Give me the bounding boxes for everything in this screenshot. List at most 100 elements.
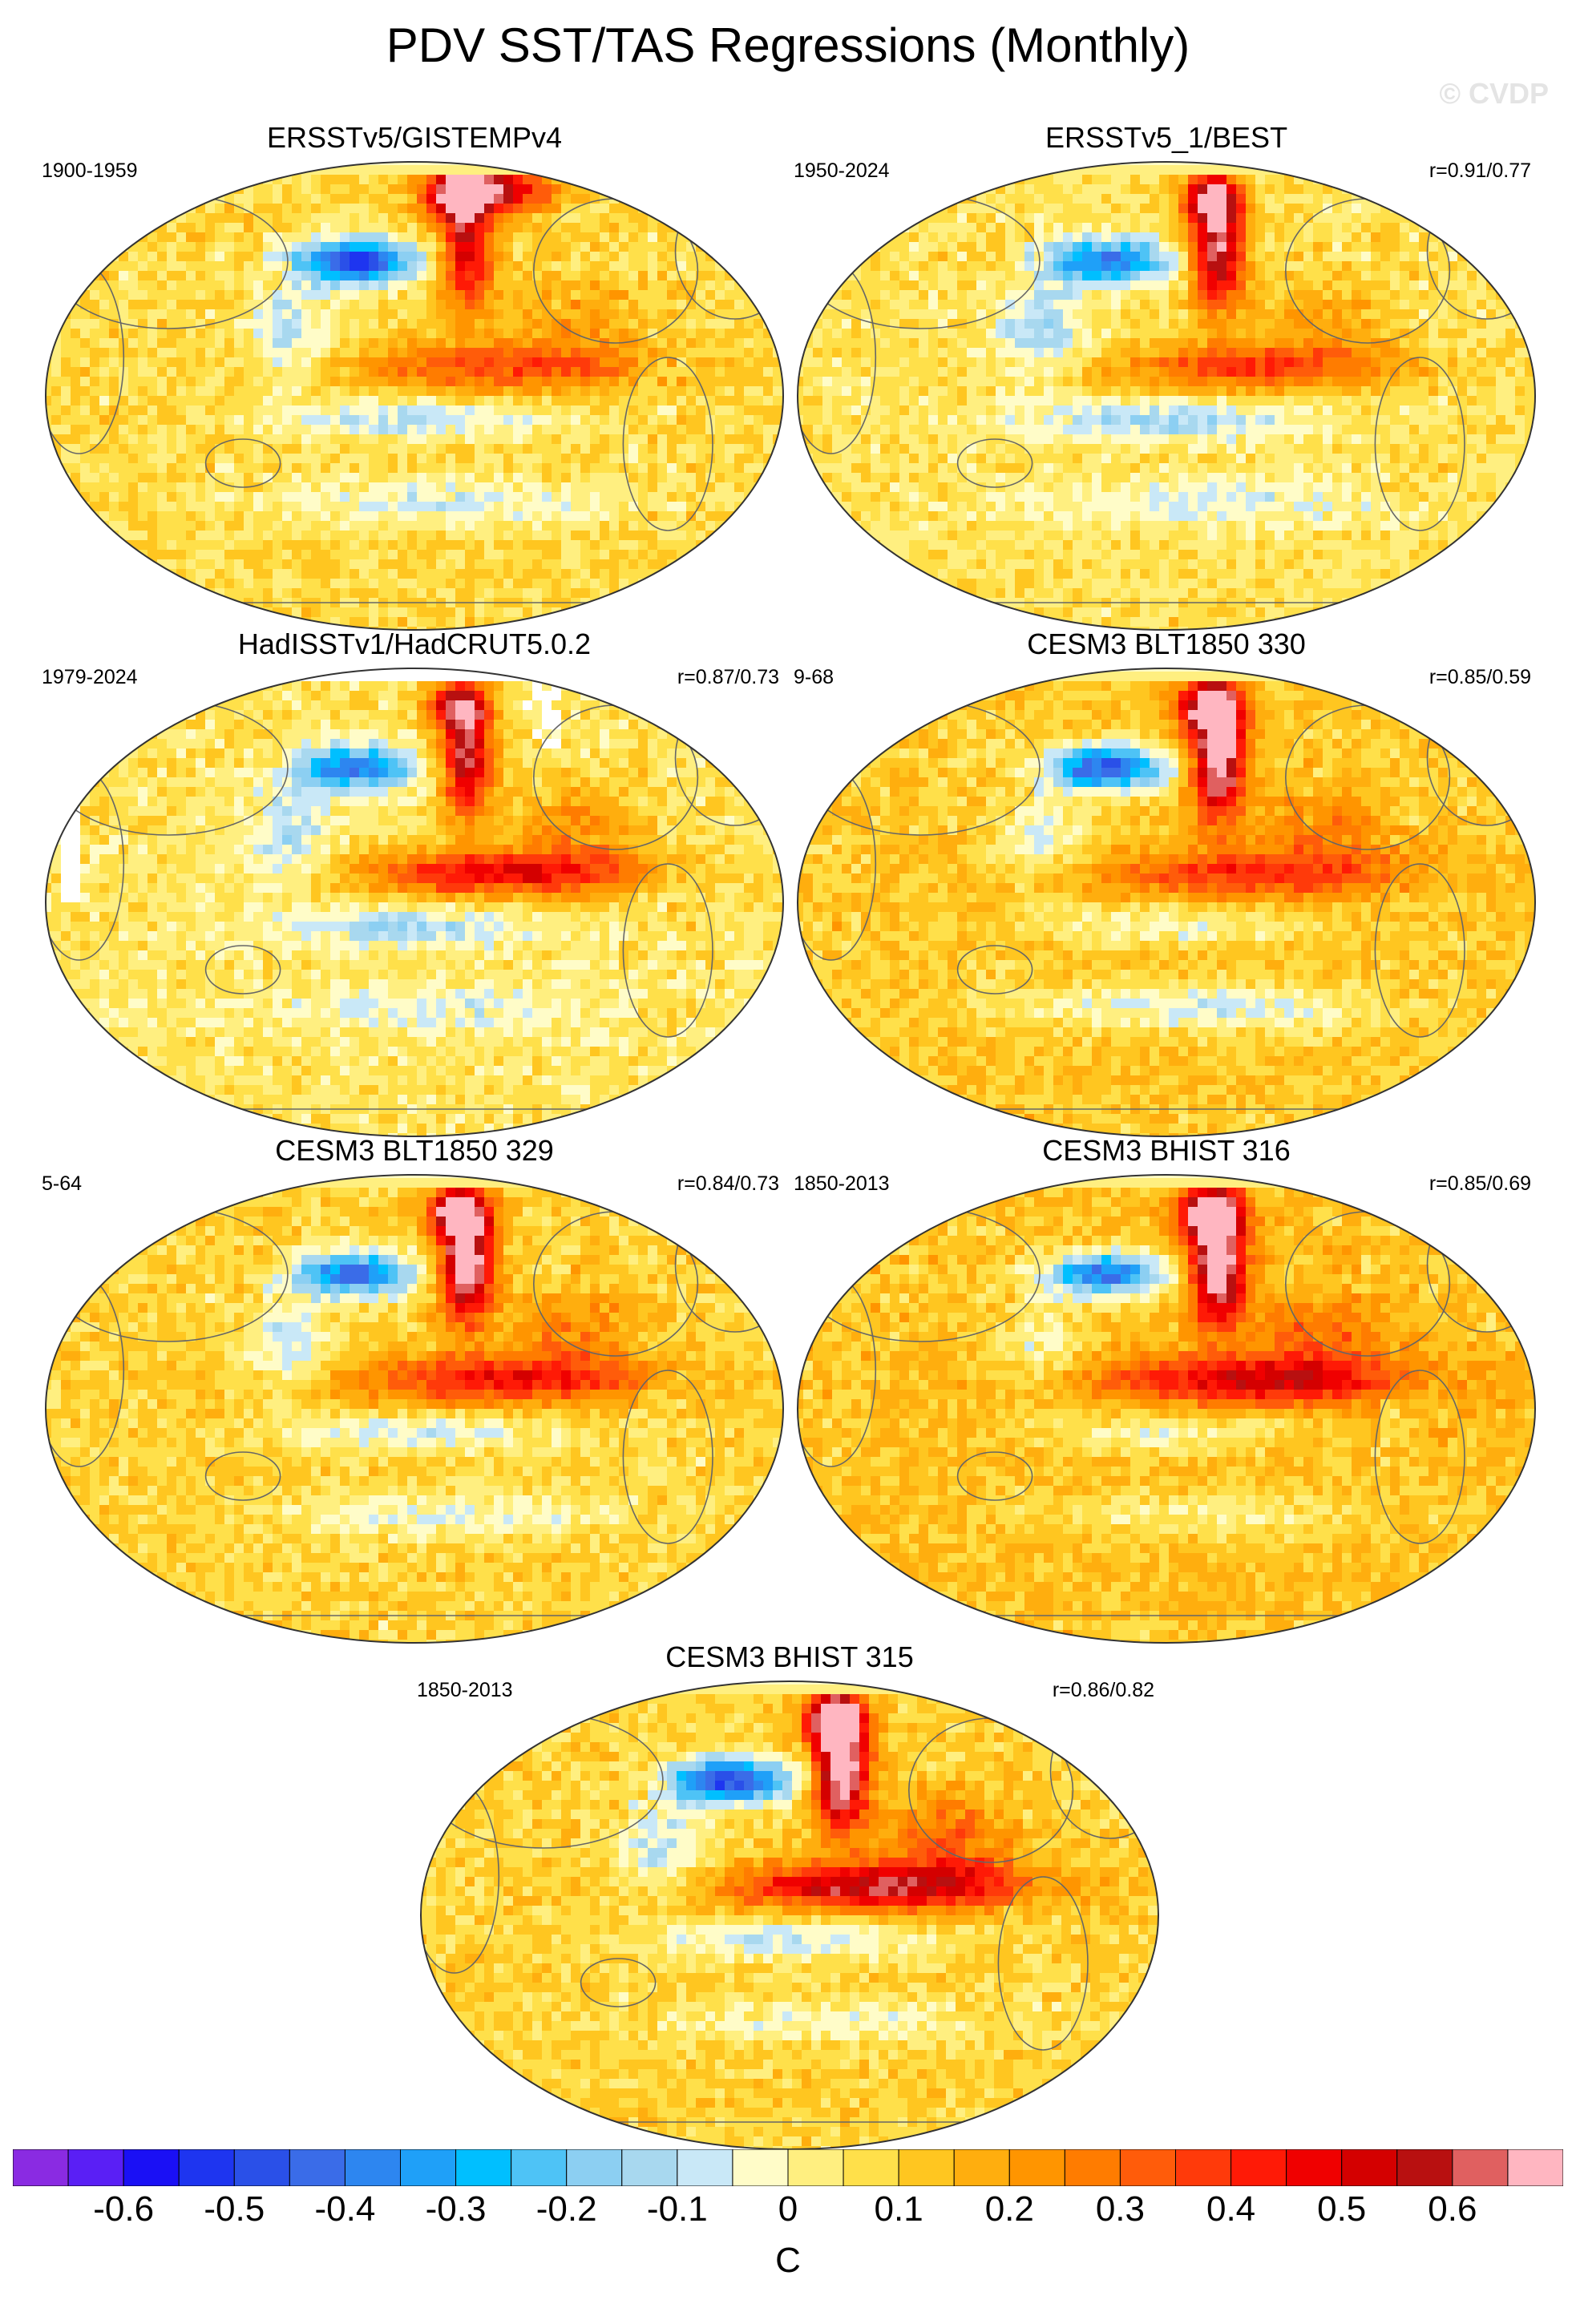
field-cell <box>340 232 350 243</box>
field-cell <box>157 309 168 320</box>
field-cell <box>436 204 447 214</box>
field-cell <box>311 290 321 301</box>
field-cell <box>388 463 398 474</box>
field-cell <box>311 434 321 445</box>
field-cell <box>109 165 119 176</box>
panel-correlation: r=0.91/0.77 <box>1429 159 1531 183</box>
field-cell <box>832 194 843 204</box>
field-cell <box>224 175 235 185</box>
field-cell <box>176 531 187 541</box>
field-cell <box>378 569 389 579</box>
field-cell <box>369 550 379 560</box>
field-cell <box>119 232 129 243</box>
field-cell <box>803 242 814 252</box>
field-cell <box>1188 162 1198 166</box>
field-cell <box>503 482 514 493</box>
field-cell <box>552 290 562 301</box>
field-cell <box>176 184 187 195</box>
field-cell <box>1255 280 1266 291</box>
field-cell <box>1313 194 1323 204</box>
field-cell <box>244 377 254 387</box>
field-cell <box>398 492 408 502</box>
field-cell <box>426 165 437 176</box>
field-cell <box>311 300 321 310</box>
field-cell <box>99 559 110 570</box>
field-cell <box>861 242 871 252</box>
field-cell <box>571 588 581 599</box>
field-cell <box>417 271 427 281</box>
field-cell <box>388 232 398 243</box>
field-cell <box>465 444 475 454</box>
field-cell <box>1361 271 1372 281</box>
field-cell <box>147 204 158 214</box>
field-cell <box>46 492 52 502</box>
field-cell <box>99 511 110 522</box>
field-cell <box>600 319 610 329</box>
field-cell <box>71 569 81 579</box>
field-cell <box>46 300 52 310</box>
field-cell <box>657 386 668 397</box>
field-cell <box>1121 232 1131 243</box>
field-cell <box>734 492 745 502</box>
field-cell <box>455 165 466 176</box>
field-cell <box>147 444 158 454</box>
field-cell <box>590 386 600 397</box>
field-cell <box>176 165 187 176</box>
field-cell <box>705 550 716 560</box>
field-cell <box>311 569 321 579</box>
field-cell <box>600 232 610 243</box>
field-cell <box>880 204 891 214</box>
field-cell <box>1198 242 1208 252</box>
field-cell <box>176 377 187 387</box>
field-cell <box>782 184 783 195</box>
field-cell <box>205 511 216 522</box>
field-cell <box>455 252 466 262</box>
field-cell <box>253 531 264 541</box>
field-cell <box>782 425 783 435</box>
field-cell <box>523 559 533 570</box>
field-cell <box>119 271 129 281</box>
field-cell <box>359 367 370 377</box>
field-cell <box>609 425 620 435</box>
field-cell <box>909 261 919 272</box>
field-cell <box>330 502 341 512</box>
field-cell <box>51 550 62 560</box>
field-cell <box>1217 242 1227 252</box>
field-cell <box>109 607 119 618</box>
field-cell <box>311 588 321 599</box>
field-cell <box>398 617 408 627</box>
field-cell <box>590 348 600 358</box>
field-cell <box>513 252 523 262</box>
field-cell <box>61 454 71 464</box>
field-cell <box>46 569 52 579</box>
field-cell <box>532 348 543 358</box>
field-cell <box>369 329 379 339</box>
field-cell <box>99 502 110 512</box>
field-cell <box>215 386 225 397</box>
field-cell <box>1515 213 1525 224</box>
field-cell <box>503 415 514 426</box>
field-cell <box>90 213 100 224</box>
field-cell <box>638 540 649 551</box>
field-cell <box>552 309 562 320</box>
field-cell <box>851 162 862 166</box>
field-cell <box>475 223 485 233</box>
field-cell <box>128 162 139 166</box>
field-cell <box>773 261 783 272</box>
field-cell <box>1150 213 1160 224</box>
field-cell <box>619 309 629 320</box>
field-cell <box>426 223 437 233</box>
field-cell <box>369 223 379 233</box>
field-cell <box>899 165 910 176</box>
field-cell <box>1505 165 1516 176</box>
field-cell <box>899 213 910 224</box>
field-cell <box>822 232 833 243</box>
field-cell <box>580 162 591 166</box>
field-cell <box>147 252 158 262</box>
field-cell <box>1188 280 1198 291</box>
field-cell <box>1265 162 1275 166</box>
field-cell <box>600 165 610 176</box>
field-cell <box>215 309 225 320</box>
field-cell <box>1140 252 1150 262</box>
field-cell <box>465 415 475 426</box>
